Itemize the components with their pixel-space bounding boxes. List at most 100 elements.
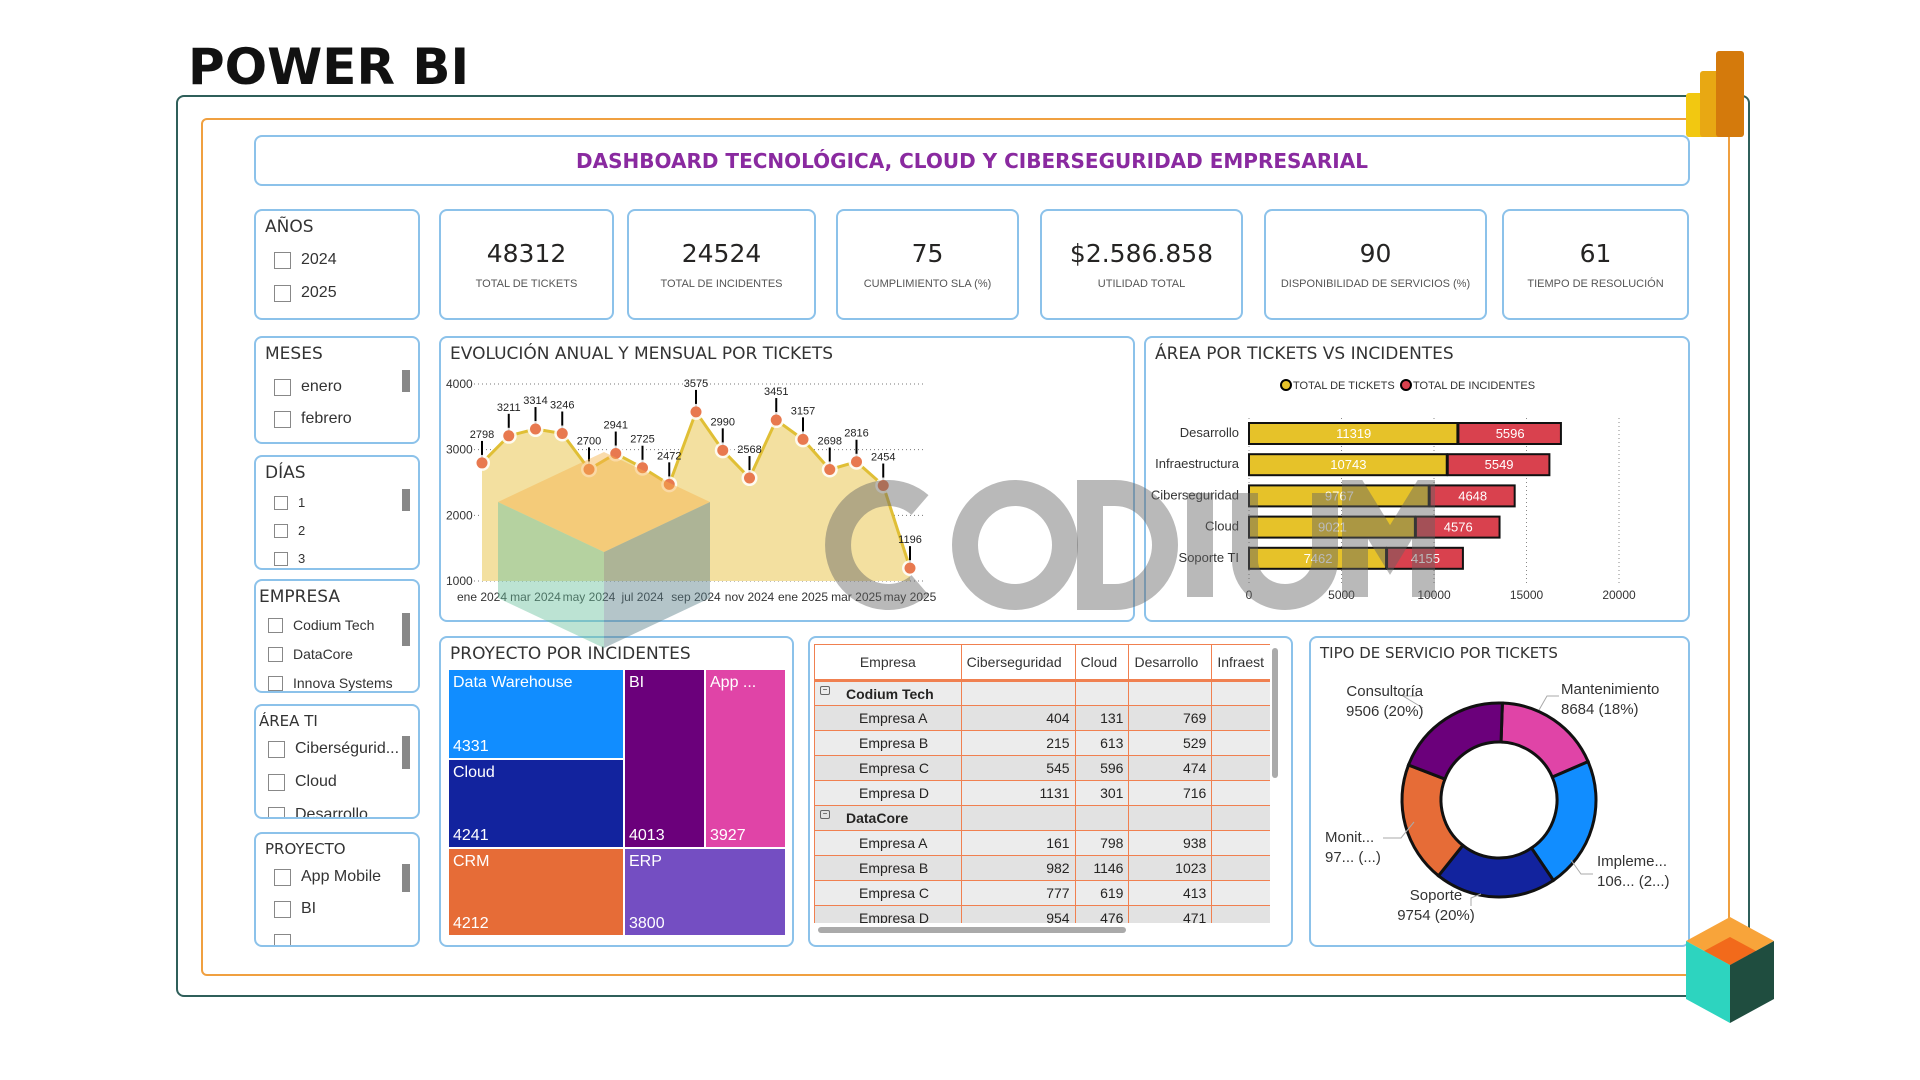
- column-header[interactable]: Empresa: [814, 644, 962, 682]
- scrollbar[interactable]: [402, 370, 410, 392]
- treemap-tile-crm[interactable]: CRM 4212: [448, 848, 624, 936]
- legend-label: TOTAL DE TICKETS: [1293, 380, 1395, 392]
- slicer-option-datacore[interactable]: DataCore: [268, 646, 353, 662]
- slicer-option-bi[interactable]: BI: [274, 900, 316, 918]
- checkbox-icon[interactable]: [268, 740, 285, 758]
- group-row: − DataCore: [814, 805, 1270, 831]
- collapse-icon[interactable]: −: [820, 685, 830, 695]
- slice-value: 9506 (20%): [1346, 703, 1424, 720]
- data-label: 2990: [711, 416, 735, 428]
- checkbox-icon[interactable]: [268, 617, 283, 633]
- column-header[interactable]: Desarrollo: [1128, 644, 1213, 682]
- data-label: 3157: [791, 405, 815, 417]
- cell: [1074, 680, 1130, 706]
- treemap-tile-erp[interactable]: ERP 3800: [624, 848, 786, 936]
- slicer-option-1[interactable]: 1: [274, 495, 305, 510]
- checkbox-icon[interactable]: [268, 806, 285, 817]
- slicer-option-more[interactable]: [274, 934, 291, 945]
- slicer-option-cloud[interactable]: Cloud: [268, 773, 337, 791]
- slicer-option-innova-systems[interactable]: Innova Systems: [268, 675, 393, 691]
- leader-line: [1383, 821, 1415, 839]
- option-label: 2: [298, 523, 306, 538]
- group-label[interactable]: − DataCore: [814, 805, 962, 831]
- collapse-icon[interactable]: −: [820, 810, 830, 819]
- area-fill: [482, 411, 910, 581]
- slicer-meses: MESES enero febrero: [254, 336, 420, 444]
- slicer-option-2024[interactable]: 2024: [274, 251, 337, 269]
- slicer-option-desarrollo[interactable]: Desarrollo: [268, 806, 368, 817]
- cell: 301: [1074, 780, 1130, 806]
- scrollbar[interactable]: [402, 864, 410, 892]
- column-header[interactable]: Cloud: [1074, 644, 1130, 682]
- checkbox-icon[interactable]: [274, 378, 291, 396]
- treemap-tile-app[interactable]: App ... 3927: [705, 669, 786, 848]
- cell: 596: [1074, 755, 1130, 781]
- kpi-disponibilidad: 90 DISPONIBILIDAD DE SERVICIOS (%): [1264, 209, 1487, 320]
- row-label: Empresa A: [814, 830, 962, 856]
- bar: [1414, 515, 1501, 539]
- bar: [1248, 484, 1430, 508]
- data-label: 2698: [818, 435, 842, 447]
- tile-value: 4241: [453, 827, 489, 844]
- treemap-tile-cloud[interactable]: Cloud 4241: [448, 759, 624, 848]
- table-row: Empresa C 777 619 413: [814, 880, 1270, 906]
- cell: 613: [1074, 730, 1130, 756]
- checkbox-icon[interactable]: [274, 251, 291, 269]
- row-label: Empresa B: [814, 730, 962, 756]
- checkbox-icon[interactable]: [274, 284, 291, 302]
- kpi-total-incidentes: 24524 TOTAL DE INCIDENTES: [627, 209, 816, 320]
- donut-label-implementacion: Impleme... 106... (2...): [1597, 852, 1670, 892]
- cell: [1074, 805, 1130, 831]
- bar: [1248, 453, 1448, 477]
- table-row: Empresa C 545 596 474: [814, 755, 1270, 781]
- legend-marker: [1400, 379, 1412, 391]
- column-header[interactable]: Ciberseguridad: [960, 644, 1076, 682]
- checkbox-icon[interactable]: [268, 646, 283, 662]
- checkbox-icon[interactable]: [274, 523, 288, 538]
- horizontal-scrollbar[interactable]: [818, 927, 1126, 933]
- checkbox-icon[interactable]: [274, 410, 291, 428]
- slicer-option-ciberseguridad[interactable]: Ciberségurid...: [268, 740, 399, 758]
- treemap-tile-data-warehouse[interactable]: Data Warehouse 4331: [448, 669, 624, 759]
- slicer-option-febrero[interactable]: febrero: [274, 410, 352, 428]
- slicer-option-2[interactable]: 2: [274, 523, 305, 538]
- checkbox-icon[interactable]: [274, 551, 288, 566]
- kpi-tiempo-resolucion: 61 TIEMPO DE RESOLUCIÓN: [1502, 209, 1689, 320]
- checkbox-icon[interactable]: [274, 495, 288, 510]
- slice-value: 106... (2...): [1597, 873, 1670, 890]
- cell: [1211, 905, 1270, 923]
- data-point: [851, 456, 862, 468]
- column-header[interactable]: Infraest: [1211, 644, 1270, 682]
- chart-title: PROYECTO POR INCIDENTES: [450, 644, 691, 664]
- bar: [1428, 484, 1516, 508]
- slicer-option-enero[interactable]: enero: [274, 378, 342, 396]
- row-label: Empresa C: [814, 880, 962, 906]
- checkbox-icon[interactable]: [274, 868, 291, 886]
- kpi-total-tickets: 48312 TOTAL DE TICKETS: [439, 209, 614, 320]
- slicer-option-codium-tech[interactable]: Codium Tech: [268, 617, 374, 633]
- slicer-option-3[interactable]: 3: [274, 551, 305, 566]
- option-label: Innova Systems: [293, 675, 393, 691]
- option-label: DataCore: [293, 646, 353, 662]
- bar-value-label: 4648: [1458, 488, 1487, 503]
- option-label: 2024: [301, 251, 337, 268]
- data-label: 2700: [577, 435, 601, 447]
- vertical-scrollbar[interactable]: [1272, 648, 1278, 778]
- treemap-tile-bi[interactable]: BI 4013: [624, 669, 705, 848]
- checkbox-icon[interactable]: [274, 900, 291, 918]
- slicer-dias: DÍAS 1 2 3: [254, 455, 420, 570]
- checkbox-icon[interactable]: [268, 773, 285, 791]
- scrollbar[interactable]: [402, 736, 410, 769]
- legend-marker: [1280, 379, 1292, 391]
- data-point: [556, 428, 568, 440]
- donut-label-soporte: Soporte 9754 (20%): [1381, 886, 1491, 926]
- scrollbar[interactable]: [402, 489, 410, 511]
- slicer-option-app-mobile[interactable]: App Mobile: [274, 868, 381, 886]
- slicer-option-2025[interactable]: 2025: [274, 284, 337, 302]
- checkbox-icon[interactable]: [268, 675, 283, 691]
- checkbox-icon[interactable]: [274, 934, 291, 945]
- group-name: DataCore: [846, 810, 909, 826]
- group-label[interactable]: − Codium Tech: [814, 680, 962, 706]
- scrollbar[interactable]: [402, 613, 410, 646]
- slicer-title: PROYECTO: [265, 840, 346, 858]
